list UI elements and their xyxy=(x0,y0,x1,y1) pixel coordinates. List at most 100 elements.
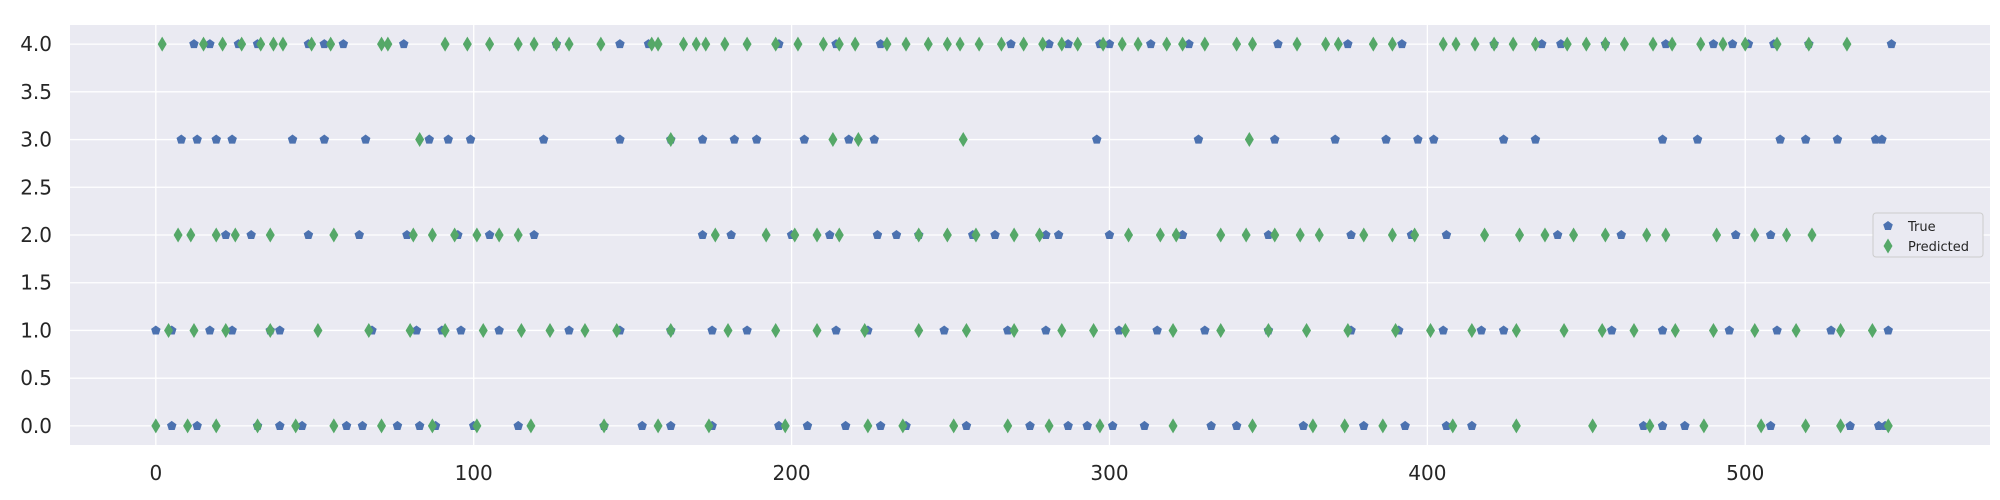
predicted-point xyxy=(1740,36,1750,52)
predicted-point xyxy=(1530,36,1540,52)
predicted-point xyxy=(326,36,336,52)
true-point xyxy=(1800,134,1811,144)
predicted-point xyxy=(1718,36,1728,52)
true-point xyxy=(1657,134,1668,144)
true-point xyxy=(1638,420,1649,430)
true-point xyxy=(840,420,851,430)
true-point xyxy=(287,134,298,144)
true-point xyxy=(297,420,307,430)
predicted-point xyxy=(653,36,663,52)
predicted-point xyxy=(440,36,450,52)
true-point xyxy=(697,230,708,239)
predicted-point xyxy=(882,36,892,52)
predicted-point xyxy=(173,227,183,243)
predicted-point xyxy=(1480,227,1490,243)
predicted-point xyxy=(329,418,339,434)
true-point xyxy=(1397,39,1407,49)
true-point xyxy=(1845,420,1855,430)
legend-label-true: True xyxy=(1907,220,1936,235)
true-point xyxy=(1146,39,1156,49)
predicted-point xyxy=(1057,322,1067,338)
predicted-point xyxy=(1248,418,1258,434)
true-point xyxy=(1441,420,1452,430)
predicted-point xyxy=(1378,418,1388,434)
true-point xyxy=(205,39,215,49)
true-point xyxy=(1607,325,1617,335)
predicted-point xyxy=(415,132,425,148)
predicted-point xyxy=(1569,227,1579,243)
legend-box xyxy=(1872,212,1984,258)
x-tick-label: 200 xyxy=(772,461,810,485)
true-point xyxy=(1231,420,1242,430)
true-point xyxy=(1346,230,1356,239)
predicted-point xyxy=(1155,227,1165,243)
predicted-point xyxy=(307,36,317,52)
true-point xyxy=(990,230,1000,239)
true-point xyxy=(615,134,625,144)
predicted-point xyxy=(183,418,193,434)
predicted-point xyxy=(771,36,781,52)
predicted-point xyxy=(1667,36,1677,52)
legend: True Predicted xyxy=(1872,212,1984,258)
predicted-point xyxy=(427,227,437,243)
predicted-point xyxy=(1842,36,1852,52)
legend-marker-predicted xyxy=(1883,238,1893,254)
predicted-point xyxy=(1750,227,1760,243)
predicted-point xyxy=(1699,418,1709,434)
true-point xyxy=(275,325,285,335)
true-point xyxy=(1765,420,1776,430)
true-point xyxy=(424,134,434,144)
true-point xyxy=(1177,230,1188,239)
predicted-point xyxy=(1124,227,1134,243)
predicted-point xyxy=(1035,227,1045,243)
true-point xyxy=(319,39,330,49)
y-axis-ticks: 0.0 0.5 1.0 1.5 2.0 2.5 3.0 3.5 4.0 xyxy=(20,32,52,438)
true-point xyxy=(192,134,202,144)
predicted-point xyxy=(1451,36,1461,52)
predicted-point xyxy=(1410,227,1420,243)
predicted-point xyxy=(494,227,504,243)
predicted-point xyxy=(834,227,844,243)
true-point xyxy=(1193,134,1204,144)
predicted-point xyxy=(1508,36,1518,52)
true-point xyxy=(246,230,256,239)
predicted-point xyxy=(666,322,676,338)
predicted-point xyxy=(221,322,231,338)
predicted-point xyxy=(955,36,965,52)
true-point xyxy=(961,420,972,430)
true-point xyxy=(221,230,231,239)
true-point xyxy=(666,420,676,430)
predicted-point xyxy=(1095,418,1105,434)
true-point xyxy=(1467,420,1477,430)
predicted-point xyxy=(408,227,418,243)
true-point xyxy=(211,134,221,144)
x-axis-ticks: 0 100 200 300 400 500 xyxy=(149,461,1764,485)
true-point xyxy=(1616,230,1626,239)
predicted-point xyxy=(1340,418,1350,434)
predicted-point xyxy=(1133,36,1143,52)
true-point xyxy=(802,420,813,430)
true-point xyxy=(1832,134,1843,144)
true-point xyxy=(414,420,425,430)
predicted-point xyxy=(1302,322,1312,338)
true-point xyxy=(360,134,371,144)
predicted-point xyxy=(949,418,959,434)
true-point xyxy=(726,230,736,239)
true-point xyxy=(205,325,215,335)
true-point xyxy=(1263,230,1274,239)
predicted-point xyxy=(1333,36,1343,52)
predicted-point xyxy=(377,418,387,434)
true-point xyxy=(1680,420,1690,430)
predicted-point xyxy=(1171,227,1181,243)
true-point xyxy=(1765,230,1776,239)
predicted-point xyxy=(898,418,908,434)
true-point xyxy=(1104,39,1115,49)
predicted-point xyxy=(440,322,450,338)
x-tick-label: 500 xyxy=(1726,461,1764,485)
predicted-point xyxy=(1801,418,1811,434)
predicted-point xyxy=(1629,322,1639,338)
predicted-point xyxy=(383,36,393,52)
predicted-point xyxy=(812,322,822,338)
true-point xyxy=(1063,420,1073,430)
y-tick-label: 1.0 xyxy=(20,318,52,342)
